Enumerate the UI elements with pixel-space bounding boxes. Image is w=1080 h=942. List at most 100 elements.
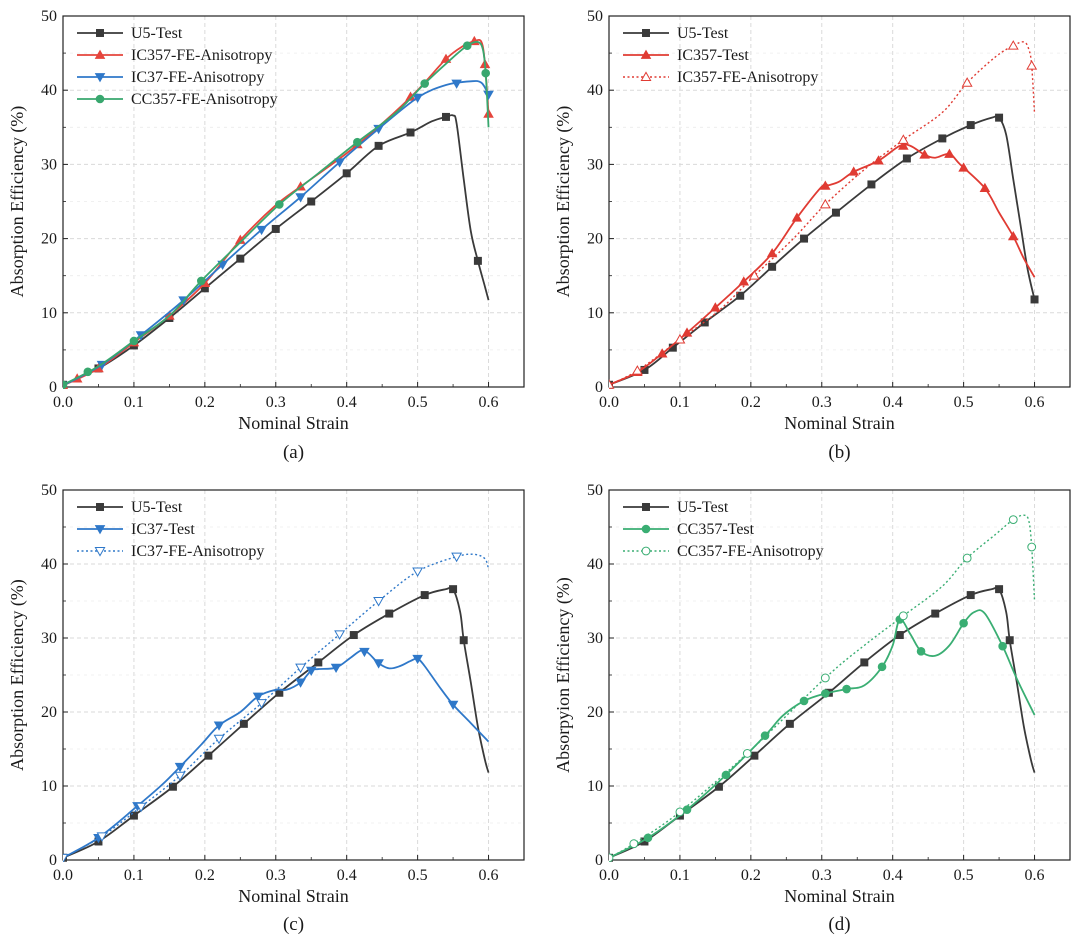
y-axis-label: Absorption Efficiency (%)	[553, 106, 574, 298]
legend: U5-Test IC37-Test IC37-FE-Anisotropy	[77, 499, 264, 560]
y-tick-label: 50	[41, 482, 57, 499]
y-tick-label: 30	[587, 630, 603, 647]
data-point	[979, 182, 991, 192]
y-tick-label: 10	[41, 305, 57, 322]
legend-label: CC357-FE-Anisotropy	[677, 543, 824, 560]
x-axis-label: Nominal Strain	[784, 886, 895, 906]
data-point	[919, 149, 930, 159]
data-point	[609, 853, 614, 862]
legend-label: CC357-Test	[677, 521, 755, 538]
data-point	[700, 318, 709, 327]
legend-label: IC357-FE-Anisotropy	[131, 47, 272, 64]
series-group	[609, 40, 1039, 389]
data-point	[451, 552, 463, 563]
y-tick-label: 30	[41, 630, 57, 647]
data-point	[135, 802, 147, 813]
legend-label: IC37-FE-Anisotropy	[131, 69, 264, 86]
data-point	[349, 631, 358, 640]
legend-marker	[642, 29, 650, 37]
data-point	[710, 302, 721, 312]
y-axis-label: Absorpyion Efficiency (%)	[553, 577, 574, 773]
data-point	[420, 79, 430, 88]
x-tick-label: 0.4	[337, 867, 357, 884]
data-point	[385, 609, 394, 618]
x-tick-label: 0.0	[599, 394, 619, 411]
y-tick-label: 40	[41, 82, 57, 99]
data-point	[129, 336, 139, 346]
legend-marker	[96, 503, 104, 511]
series-group	[609, 514, 1037, 862]
x-tick-label: 0.6	[479, 394, 499, 411]
data-point	[481, 68, 491, 78]
data-point	[898, 140, 909, 150]
data-point	[748, 270, 760, 280]
data-point	[916, 647, 926, 656]
y-axis-label: Absorption Efficiency (%)	[7, 106, 28, 298]
series-group	[63, 35, 494, 389]
x-tick-label: 0.5	[408, 394, 428, 411]
data-point	[252, 692, 264, 702]
data-point	[938, 134, 947, 143]
data-point	[412, 93, 423, 104]
data-point	[821, 689, 830, 698]
data-point	[473, 256, 482, 265]
y-tick-label: 30	[41, 156, 57, 173]
data-point	[714, 782, 723, 791]
gridlines	[609, 15, 1070, 387]
legend-label: CC357-FE-Anisotropy	[131, 91, 278, 108]
data-point	[373, 659, 384, 669]
x-axis-label: Nominal Strain	[238, 886, 349, 906]
series-line	[63, 649, 490, 859]
y-tick-label: 10	[587, 778, 603, 795]
data-point	[791, 212, 803, 222]
data-point	[959, 618, 968, 628]
data-point	[483, 90, 494, 101]
data-point	[196, 276, 206, 286]
data-point	[420, 591, 429, 600]
data-point	[342, 169, 351, 178]
data-point	[897, 134, 909, 144]
data-point	[271, 224, 280, 233]
data-point	[1007, 230, 1019, 241]
data-point	[736, 291, 745, 300]
data-point	[275, 200, 284, 209]
legend: U5-Test CC357-Test CC357-FE-Anisotropy	[623, 499, 824, 560]
y-tick-label: 50	[587, 482, 603, 499]
data-point	[63, 380, 68, 389]
data-point	[353, 137, 362, 147]
data-point	[877, 662, 887, 672]
data-point	[631, 365, 643, 375]
data-point	[459, 636, 468, 645]
data-point	[334, 158, 345, 168]
x-tick-label: 0.2	[195, 394, 215, 411]
x-tick-label: 0.3	[812, 394, 832, 411]
y-tick-label: 0	[49, 852, 57, 869]
data-point	[441, 112, 450, 121]
y-tick-label: 50	[41, 8, 57, 25]
data-point	[330, 663, 342, 674]
y-tick-label: 0	[49, 379, 57, 396]
data-point	[961, 77, 973, 87]
x-tick-label: 0.6	[1025, 394, 1045, 411]
data-point	[766, 248, 778, 258]
data-point	[412, 567, 424, 578]
data-point	[239, 719, 248, 728]
legend-marker	[641, 546, 651, 556]
data-point	[174, 762, 186, 773]
y-tick-label: 40	[587, 82, 603, 99]
y-axis-label: Absorption Efficiency (%)	[7, 579, 28, 771]
data-point	[63, 853, 69, 862]
data-point	[898, 611, 908, 621]
data-point	[213, 734, 225, 745]
legend-marker	[94, 547, 106, 557]
x-tick-label: 0.1	[124, 394, 144, 411]
legend-label: IC357-FE-Anisotropy	[677, 69, 818, 86]
legend-marker	[94, 525, 106, 535]
chart-panel: 0.0 0.1 0.2 0.3 0.4 0.5 0.6 0 10 20 30 40 50 Nominal …	[7, 8, 525, 463]
x-tick-label: 0.5	[954, 867, 974, 884]
data-point	[256, 699, 268, 709]
panel-label: (c)	[283, 914, 304, 935]
data-point	[995, 113, 1004, 122]
y-tick-label: 0	[595, 852, 603, 869]
